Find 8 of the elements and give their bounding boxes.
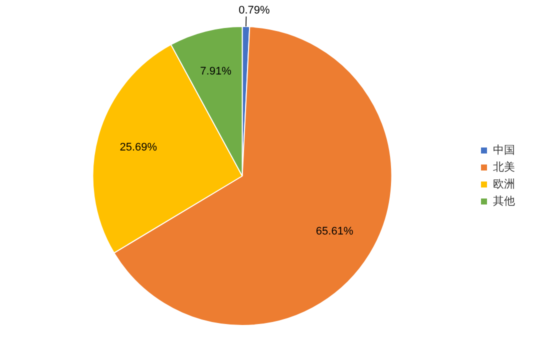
- legend-label: 其他: [493, 194, 515, 208]
- data-label: 0.79%: [238, 4, 270, 17]
- legend-label: 中国: [493, 143, 515, 156]
- legend-label: 北美: [493, 160, 515, 174]
- legend-label: 欧洲: [493, 177, 515, 190]
- data-label: 65.61%: [316, 225, 354, 238]
- data-label: 7.91%: [200, 66, 232, 78]
- data-label: 25.69%: [120, 142, 158, 154]
